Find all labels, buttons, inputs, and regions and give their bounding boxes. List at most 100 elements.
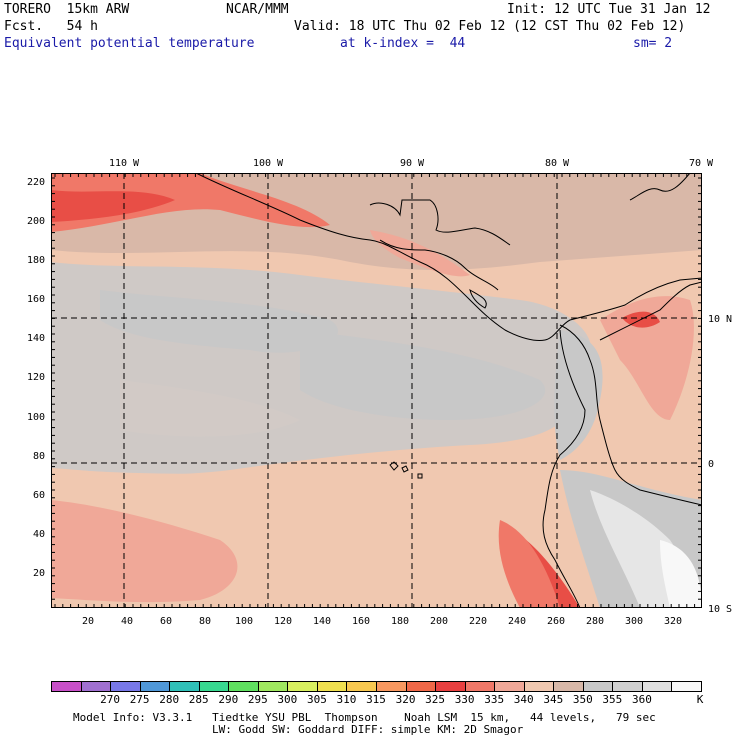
y-tick-20: 20 [33, 568, 45, 579]
theta-e-field [51, 173, 702, 608]
x-tick-200: 200 [430, 616, 448, 627]
colorbar-unit: K [696, 693, 704, 706]
field-ca-warm [370, 230, 470, 277]
colorbar-label: 310 [336, 693, 357, 706]
y-tick-200: 200 [27, 216, 45, 227]
y-tick-100: 100 [27, 412, 45, 423]
x-tick-240: 240 [508, 616, 526, 627]
lon-label-110w: 110 W [109, 158, 140, 169]
colorbar-swatch [198, 681, 230, 692]
field-sw-warm [51, 500, 238, 603]
colorbar-label: 280 [159, 693, 180, 706]
colorbar-swatch [494, 681, 525, 692]
x-tick-60: 60 [160, 616, 172, 627]
x-tick-80: 80 [199, 616, 211, 627]
lon-label-70w: 70 W [689, 158, 714, 169]
map-frame [51, 173, 702, 608]
init-time: Init: 12 UTC Tue 31 Jan 12 [507, 2, 711, 17]
colorbar-label: 270 [100, 693, 121, 706]
x-tick-180: 180 [391, 616, 409, 627]
x-tick-120: 120 [274, 616, 292, 627]
colorbar-label: 285 [188, 693, 209, 706]
level-index: at k-index = 44 [340, 36, 466, 51]
y-tick-220: 220 [27, 177, 45, 188]
y-tick-140: 140 [27, 333, 45, 344]
colorbar-swatch [110, 681, 141, 692]
lat-label-10s: 10 S [708, 604, 732, 615]
colorbar-swatch [51, 681, 82, 692]
colorbar-label: 320 [395, 693, 416, 706]
model-physics: LW: Godd SW: Goddard DIFF: simple KM: 2D… [212, 723, 524, 736]
x-tick-140: 140 [313, 616, 331, 627]
colorbar-swatch [405, 681, 437, 692]
y-tick-40: 40 [33, 529, 45, 540]
field-gray-core-1 [100, 290, 339, 353]
field-gray-core-3 [120, 380, 300, 437]
colorbar-label: 295 [247, 693, 268, 706]
colorbar-swatch [346, 681, 377, 692]
coastlines [195, 173, 702, 608]
colorbar-swatch [582, 681, 614, 692]
lat-label-10n: 10 N [708, 314, 732, 325]
colorbar-label: 345 [543, 693, 564, 706]
field-name: Equivalent potential temperature [4, 36, 255, 51]
colorbar-swatch [257, 681, 289, 692]
colorbar-label: 330 [454, 693, 475, 706]
field-nw-hot [51, 190, 175, 222]
graticule [51, 173, 702, 608]
field-peru-warm [498, 520, 560, 608]
organization: NCAR/MMM [226, 2, 289, 17]
colorbar-label: 275 [129, 693, 150, 706]
coastline-pacific-ca [195, 173, 702, 341]
colorbar-swatch [80, 681, 112, 692]
colorbar-swatch [169, 681, 200, 692]
colorbar-swatch [523, 681, 555, 692]
colorbar-swatch [228, 681, 259, 692]
x-tick-40: 40 [121, 616, 133, 627]
y-tick-80: 80 [33, 451, 45, 462]
coastline-cuba [629, 173, 691, 201]
x-tick-300: 300 [625, 616, 643, 627]
colorbar-swatch [287, 681, 318, 692]
field-colombia-warm [600, 296, 694, 420]
model-info: Model Info: V3.3.1 Tiedtke YSU PBL Thomp… [73, 711, 656, 724]
lon-label-80w: 80 W [545, 158, 570, 169]
x-tick-280: 280 [586, 616, 604, 627]
model-title: TORERO 15km ARW [4, 2, 130, 17]
colorbar-label: 360 [631, 693, 652, 706]
lat-label-0: 0 [708, 459, 714, 470]
colorbar-swatch [316, 681, 348, 692]
colorbar-label: 355 [602, 693, 623, 706]
coastline-ecuador-peru [542, 329, 586, 608]
lon-label-100w: 100 W [253, 158, 284, 169]
colorbar-label: 350 [572, 693, 593, 706]
colorbar-label: 340 [513, 693, 534, 706]
y-tick-180: 180 [27, 255, 45, 266]
colorbar-swatch [139, 681, 171, 692]
colorbar-label: 335 [484, 693, 505, 706]
colorbar-swatch [435, 681, 466, 692]
coastline-yucatan [369, 199, 511, 246]
lon-label-90w: 90 W [400, 158, 425, 169]
axis-ticks [51, 173, 702, 608]
colorbar-swatch [464, 681, 496, 692]
colorbar-swatch [641, 681, 673, 692]
coastline-caribbean [599, 281, 702, 341]
colorbar-label: 325 [425, 693, 446, 706]
colorbar-label: 305 [306, 693, 327, 706]
x-tick-160: 160 [352, 616, 370, 627]
lake-nicaragua [469, 288, 487, 309]
field-gray-core-2 [300, 330, 546, 420]
colorbar-swatch [612, 681, 643, 692]
border-guatemala [379, 239, 499, 291]
colorbar-label: 300 [277, 693, 298, 706]
y-tick-160: 160 [27, 294, 45, 305]
colorbar-swatch [376, 681, 407, 692]
y-tick-120: 120 [27, 372, 45, 383]
x-tick-20: 20 [82, 616, 94, 627]
colorbar-swatch [553, 681, 584, 692]
x-tick-260: 260 [547, 616, 565, 627]
smoothing: sm= 2 [633, 36, 673, 51]
x-tick-320: 320 [664, 616, 682, 627]
